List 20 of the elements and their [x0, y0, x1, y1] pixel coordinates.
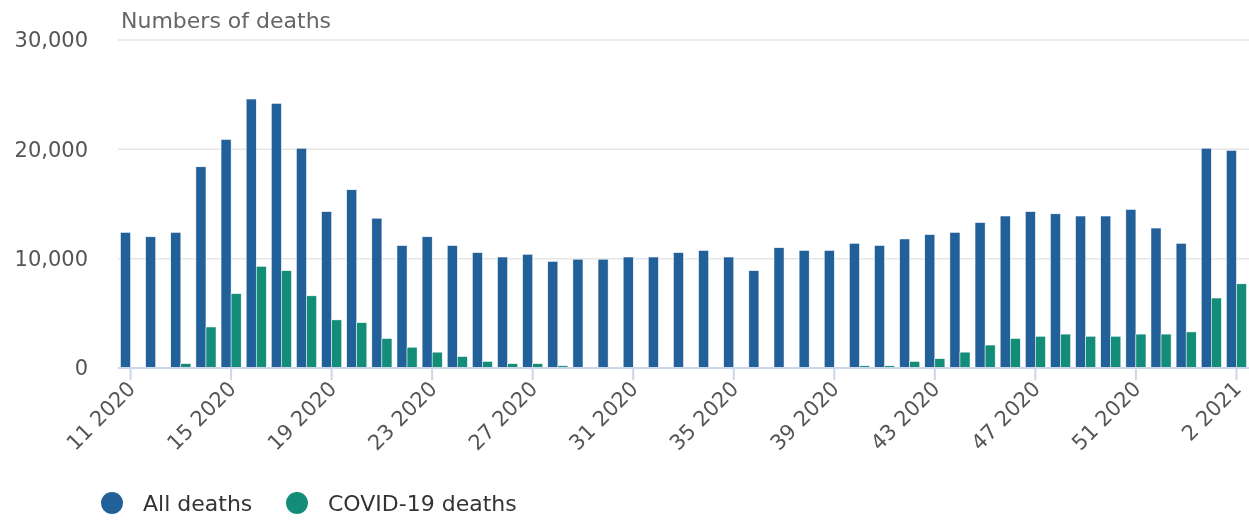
bar	[648, 256, 659, 369]
y-tick-label: 20,000	[14, 137, 88, 162]
bar	[673, 252, 684, 369]
bar	[145, 236, 156, 369]
bar	[723, 256, 735, 369]
bar	[798, 250, 810, 369]
y-tick-label: 30,000	[14, 28, 88, 53]
bar	[597, 258, 609, 369]
bar	[698, 250, 709, 369]
bar	[773, 247, 785, 369]
legend-label: All deaths	[143, 491, 253, 516]
bar	[622, 256, 634, 369]
bar	[120, 232, 131, 369]
bar	[824, 250, 835, 369]
bar	[572, 258, 584, 369]
y-tick-label: 0	[74, 356, 88, 381]
bar	[748, 270, 760, 369]
y-axis-title: Numbers of deaths	[121, 8, 332, 33]
y-tick-label: 10,000	[14, 247, 88, 272]
legend-label: COVID-19 deaths	[328, 491, 517, 516]
